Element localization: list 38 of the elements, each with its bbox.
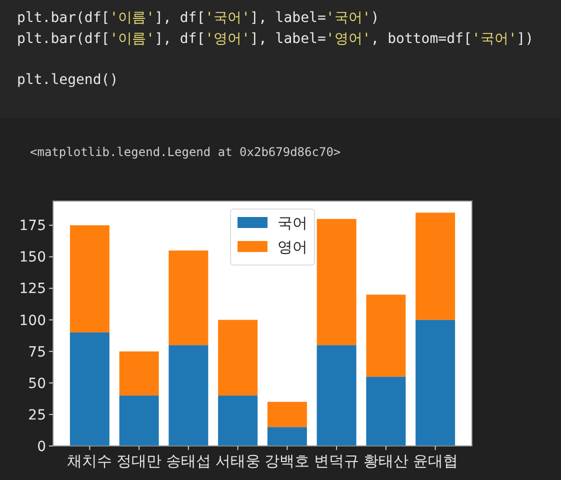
bar xyxy=(218,320,258,396)
legend-label: 국어 xyxy=(278,214,308,232)
y-tick-label: 100 xyxy=(19,312,46,329)
y-tick-label: 0 xyxy=(37,438,46,455)
x-tick-label: 황태산 xyxy=(363,452,408,470)
text: <matplotlib.legend.Legend at 0x2b679d86c70> xyxy=(30,145,341,159)
x-tick-label: 정대만 xyxy=(116,452,162,470)
text: plt.bar(df['이름'], df['영어'], label='영어', bottom=df['국어']) xyxy=(17,31,534,47)
bar xyxy=(316,218,356,346)
bar xyxy=(70,225,110,332)
y-tick-label: 175 xyxy=(19,218,46,234)
bar xyxy=(267,427,307,446)
bar xyxy=(267,402,307,428)
bar xyxy=(416,212,456,320)
x-tick-label: 윤대협 xyxy=(412,452,458,470)
bar xyxy=(119,396,159,446)
bar xyxy=(366,376,406,446)
y-tick-label: 50 xyxy=(28,376,46,392)
bar xyxy=(70,332,110,446)
x-tick-label: 채치수 xyxy=(67,452,112,470)
x-tick-label: 서태웅 xyxy=(215,452,260,470)
y-tick-label: 125 xyxy=(19,281,46,298)
legend-label: 영어 xyxy=(278,238,308,256)
bar xyxy=(168,250,208,346)
y-tick-label: 75 xyxy=(28,344,46,360)
x-tick-label: 송태섭 xyxy=(166,452,211,470)
y-tick-label: 25 xyxy=(28,407,46,424)
text: plt.legend() xyxy=(17,72,118,88)
y-tick-label: 150 xyxy=(19,250,46,266)
bar xyxy=(316,345,356,446)
bar xyxy=(416,320,456,446)
text: plt.bar(df['이름'], df['국어'], label='국어') xyxy=(17,10,380,26)
bar xyxy=(218,396,258,446)
bar xyxy=(119,351,159,396)
bar xyxy=(366,294,406,377)
bar xyxy=(168,345,208,446)
x-tick-label: 강백호 xyxy=(264,452,310,470)
x-tick-label: 변덕규 xyxy=(314,452,360,470)
